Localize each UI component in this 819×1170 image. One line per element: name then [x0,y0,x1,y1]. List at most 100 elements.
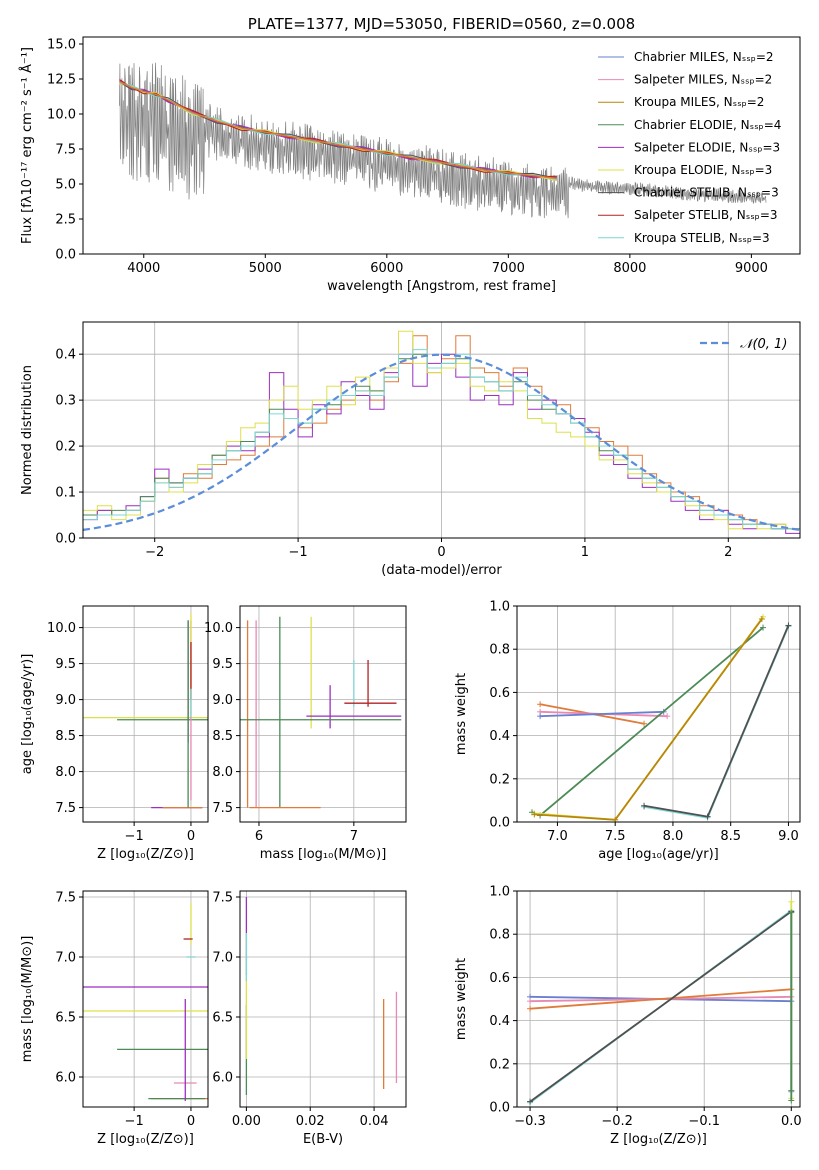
legend: 𝒩(0, 1) [700,337,787,352]
y-tick-label: 7.5 [212,891,233,906]
weight_vs_Z-plot-area [527,898,795,1106]
axes-frame [82,605,209,823]
x-tick-label: −0.3 [514,1114,546,1129]
y-tick-label: 8.0 [55,765,76,780]
y-tick-label: 10.0 [47,108,76,123]
legend-label: Salpeter ELODIE, Nₛₛₚ=3 [634,140,780,154]
y-axis-label: Flux [fλ10⁻¹⁷ erg cm⁻² s⁻¹ Å⁻¹] [19,47,35,244]
axes-frame [239,605,407,823]
y-tick-label: 7.5 [55,891,76,906]
model-line-highlight [119,81,557,180]
series-line [643,626,790,819]
x-tick-label: 8.5 [720,829,741,844]
observed-spectrum [119,62,767,219]
y-axis-label: mass weight [454,958,469,1040]
axes-frame [82,36,801,255]
y-tick-label: 12.5 [47,73,76,88]
legend-label: Chabrier ELODIE, Nₛₛₚ=4 [634,118,781,132]
x-tick-label: 0 [187,829,195,844]
y-tick-label: 2.5 [55,213,76,228]
y-tick-label: 8.0 [212,765,233,780]
y-tick-label: 0.4 [55,348,76,363]
legend-label: 𝒩(0, 1) [740,337,787,352]
age_vs_Z-plot-area [83,613,208,809]
y-tick-label: 10.0 [204,621,233,636]
legend-label: Salpeter STELIB, Nₛₛₚ=3 [634,208,778,222]
x-axis-label: wavelength [Angstrom, rest frame] [327,279,556,294]
x-tick-label: 0.02 [296,1114,325,1129]
y-axis-label: age [log₁₀(age/yr)] [20,654,35,775]
x-tick-label: 6 [255,829,263,844]
spectrum-plot-area [119,62,767,219]
model-line [119,82,558,180]
y-axis-label: Normed distribution [20,365,35,495]
legend-label: Chabrier MILES, Nₛₛₚ=2 [634,50,774,64]
y-tick-label: 0.2 [55,440,76,455]
x-tick-label: 7000 [492,261,525,276]
y-tick-label: 9.5 [212,657,233,672]
legend-label: Chabrier STELIB, Nₛₛₚ=3 [634,186,779,200]
series-line [643,625,790,818]
x-tick-label: 0 [187,1114,195,1129]
x-axis-label: Z [log₁₀(Z/Z⊙)] [97,1132,194,1147]
residuals-plot-area [83,330,800,534]
weight_vs_age-panel: 7.0 7.5 8.0 8.5 9.0 0.0 0.2 0.4 0.6 0.8 1.0 age [lo… [454,600,801,862]
x-tick-label: 9.0 [778,829,799,844]
y-tick-label: 0.8 [489,643,510,658]
series-line [531,626,764,817]
x-tick-label: −0.2 [601,1114,633,1129]
y-tick-label: 0.0 [55,532,76,547]
histogram-step [83,353,800,534]
y-tick-label: 8.5 [212,729,233,744]
x-tick-label: −1 [125,1114,144,1129]
y-tick-label: 0.3 [55,394,76,409]
x-tick-label: 1 [581,545,589,560]
y-tick-label: 0.8 [489,928,510,943]
x-tick-label: 8.0 [663,829,684,844]
y-tick-label: 0.4 [489,1014,510,1029]
y-tick-label: 8.5 [55,729,76,744]
mass_vs_EBV-panel: 0.00 0.02 0.04 6.0 6.5 7.0 7.5 E(B-V) [212,890,407,1147]
y-tick-label: 7.0 [212,951,233,966]
legend-label: Kroupa MILES, Nₛₛₚ=2 [634,95,764,109]
chart-title: PLATE=1377, MJD=53050, FIBERID=0560, z=0… [248,15,635,33]
legend-label: Kroupa ELODIE, Nₛₛₚ=3 [634,163,772,177]
y-tick-label: 0.0 [489,816,510,831]
y-tick-label: 0.1 [55,486,76,501]
y-tick-label: 6.5 [55,1011,76,1026]
x-axis-label: Z [log₁₀(Z/Z⊙)] [97,847,194,862]
y-tick-label: 0.0 [55,248,76,263]
weight_vs_age-plot-area [529,613,792,822]
x-tick-label: 0.0 [781,1114,802,1129]
y-tick-label: 6.0 [212,1071,233,1086]
y-tick-label: 1.0 [489,885,510,900]
mass_vs_EBV-plot-area [245,897,398,1095]
y-tick-label: 9.0 [55,693,76,708]
y-tick-label: 0.2 [489,772,510,787]
x-axis-label: (data-model)/error [381,563,502,578]
y-tick-label: 6.5 [212,1011,233,1026]
legend-label: Kroupa STELIB, Nₛₛₚ=3 [634,231,770,245]
x-tick-label: 0 [437,545,445,560]
x-tick-label: 4000 [127,261,160,276]
age_vs_mass-panel: 6 7 7.5 8.0 8.5 9.0 9.5 10.0 mass [log₁₀(M/M⊙)] [204,605,407,862]
axes-frame [82,890,209,1108]
x-tick-label: 9000 [735,261,768,276]
x-tick-label: −0.1 [688,1114,720,1129]
y-tick-label: 9.5 [55,657,76,672]
y-tick-label: 10.0 [47,621,76,636]
x-tick-label: −1 [125,829,144,844]
x-tick-label: 7.0 [547,829,568,844]
x-tick-label: 2 [724,545,732,560]
y-tick-label: 7.5 [212,801,233,816]
x-tick-label: 0.04 [360,1114,389,1129]
y-tick-label: 15.0 [47,38,76,53]
x-tick-label: 0.00 [232,1114,261,1129]
residuals-panel: −2 −1 0 1 2 0.0 0.1 0.2 0.3 0.4 (data-model)/error… [20,321,801,578]
y-tick-label: 0.0 [489,1101,510,1116]
series-line [530,988,792,1010]
age_vs_Z-panel: −1 0 7.5 8.0 8.5 9.0 9.5 10.0 Z [log₁₀(Z/Z⊙)] age… [20,605,209,862]
y-tick-label: 7.0 [55,951,76,966]
x-tick-label: 6000 [370,261,403,276]
